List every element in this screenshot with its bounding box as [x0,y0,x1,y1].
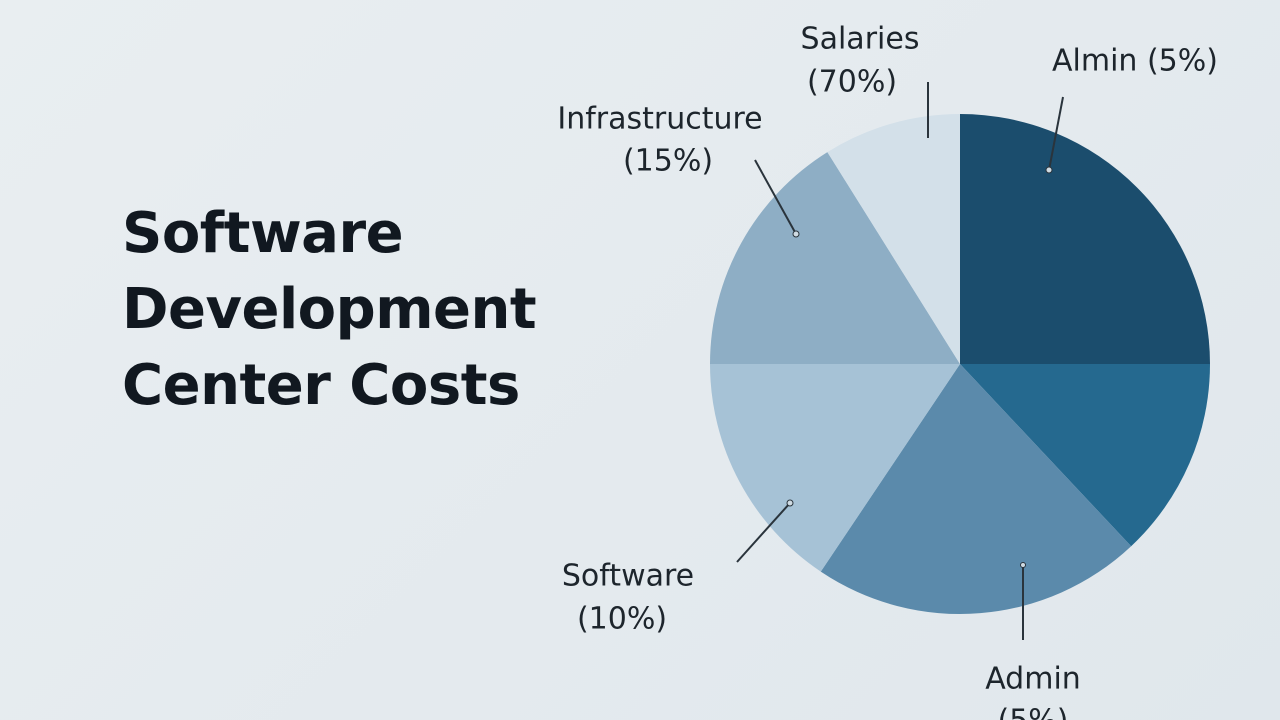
pie-slice [710,364,960,572]
annotation: Almin (5%) [1052,44,1218,79]
annotation: Software [562,559,694,594]
annotation: (10%) [577,602,667,637]
pie-slice [960,114,1210,364]
leader-dot [792,230,800,238]
pie-slice [710,152,960,364]
leader-dot [1020,562,1026,568]
leader-line [754,159,797,235]
pie-slice [960,364,1210,547]
annotation: (70%) [807,65,897,100]
annotation: Salaries [801,22,920,57]
leader-dot [786,499,794,507]
annotation: Infrastructure [557,102,762,137]
leader-dot [1045,166,1053,174]
chart-title: Software Development Center Costs [122,201,537,418]
annotation: (15%) [623,144,713,179]
leader-line [736,502,791,563]
pie-slice [820,364,1132,614]
pie [710,114,1210,614]
leader-line [1048,96,1064,171]
annotation: (5%) [997,704,1068,720]
pie-slice [827,114,960,364]
annotation: Admin [985,662,1081,697]
